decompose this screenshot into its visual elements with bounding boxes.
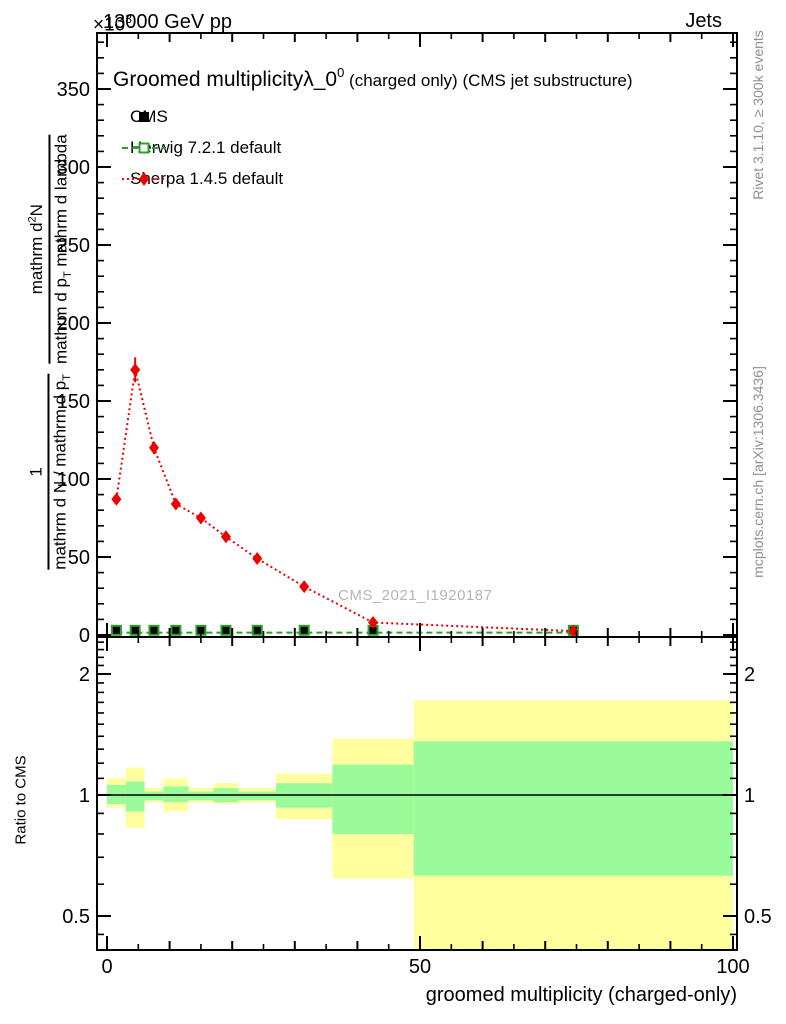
ylabel-frac1-denominator: mathrm d N / mathrm d pT (50, 374, 74, 570)
sherpa-data-marker (111, 492, 122, 506)
ratio-y-tick-label-left: 2 (79, 664, 90, 686)
ylabel-fraction-1: 1 mathrm d N / mathrm d pT (26, 374, 74, 570)
x-tick-label: 50 (409, 956, 431, 978)
sherpa-data-marker (130, 363, 141, 377)
rivet-version-note: Rivet 3.1.10, ≥ 300k events (750, 30, 766, 200)
plot-title-exponent: 0 (337, 65, 345, 80)
main-y-tick-label: 150 (57, 391, 90, 413)
legend-item-sherpa: Sherpa 1.4.5 default (121, 168, 283, 190)
sherpa-data-marker (195, 511, 206, 525)
ratio-y-tick-label-right: 1 (744, 785, 755, 807)
ylabel-frac1-numerator: 1 (26, 374, 50, 570)
herwig-marker-icon (122, 142, 166, 154)
ylabel-frac2-denominator: mathrm d pT mathrm d lambda (51, 134, 74, 365)
herwig-data-marker (298, 624, 310, 636)
scale-exponent: 3 (125, 12, 132, 26)
cms-marker-icon (139, 112, 149, 122)
ratio-band-green (332, 764, 414, 834)
ratio-band-green (188, 791, 214, 801)
ratio-y-tick-label-right: 2 (744, 664, 755, 686)
sherpa-marker-icon (122, 172, 166, 186)
cms-data-marker (130, 625, 141, 635)
cms-data-marker (195, 625, 206, 635)
plot-title-main: Groomed multiplicity (113, 68, 304, 91)
main-y-tick-label: 200 (57, 313, 90, 335)
main-y-tick-label: 250 (57, 235, 90, 257)
ratio-band-green (144, 791, 164, 801)
herwig-data-marker (110, 624, 122, 636)
ylabel-fraction-2: mathrm d2N mathrm d pT mathrm d lambda (26, 134, 74, 365)
main-y-tick-label: 50 (68, 547, 90, 569)
main-y-tick-label: 0 (79, 625, 90, 647)
cms-data-marker (252, 625, 263, 635)
ratio-panel-frame (96, 636, 738, 951)
ratio-band-green (238, 791, 277, 801)
main-y-tick-label: 350 (57, 79, 90, 101)
herwig-data-marker (129, 624, 141, 636)
main-y-axis-label: 1 mathrm d N / mathrm d pT mathrm d2N ma… (26, 134, 74, 570)
herwig-data-marker (170, 624, 182, 636)
main-y-tick-label: 300 (57, 157, 90, 179)
cms-data-marker (220, 625, 231, 635)
beam-energy-label: 13000 GeV pp (103, 11, 232, 33)
cms-data-marker (111, 625, 122, 635)
cms-data-marker (368, 625, 379, 635)
sherpa-curve (115, 369, 574, 633)
herwig-data-marker (251, 624, 263, 636)
herwig-data-marker (148, 624, 160, 636)
analysis-watermark: CMS_2021_I1920187 (338, 587, 493, 604)
sherpa-data-marker (148, 441, 159, 455)
ratio-band-green (413, 741, 733, 876)
ratio-band-green (125, 781, 145, 812)
y-axis-scale-factor: ×103 (93, 12, 132, 36)
plot-title-suffix: (charged only) (CMS jet substructure) (344, 71, 633, 90)
ylabel-frac2-numerator: mathrm d2N (26, 134, 51, 365)
cms-data-marker (170, 625, 181, 635)
legend-item-cms: CMS (121, 106, 168, 128)
main-panel-frame (96, 32, 738, 638)
legend-label-herwig: Herwig 7.2.1 default (130, 138, 282, 157)
sherpa-data-marker (368, 616, 379, 630)
herwig-data-marker (220, 624, 232, 636)
sherpa-data-marker (220, 530, 231, 544)
legend-label-sherpa: Sherpa 1.4.5 default (130, 169, 284, 188)
plot-title: Groomed multiplicityλ_00 (charged only) … (113, 65, 633, 92)
main-y-tick-label: 100 (57, 469, 90, 491)
ratio-y-tick-label-right: 0.5 (744, 906, 772, 928)
x-tick-label: 0 (101, 956, 112, 978)
sherpa-data-marker (252, 552, 263, 566)
process-label: Jets (685, 10, 722, 32)
x-tick-label: 100 (716, 956, 749, 978)
mcplots-arxiv-note: mcplots.cern.ch [arXiv:1306.3436] (750, 366, 766, 578)
ratio-y-tick-label-left: 1 (79, 785, 90, 807)
ratio-y-axis-label: Ratio to CMS (12, 755, 30, 845)
legend-item-herwig: Herwig 7.2.1 default (121, 137, 281, 159)
cms-data-marker (148, 625, 159, 635)
sherpa-data-marker (299, 580, 310, 594)
ratio-y-tick-label-left: 0.5 (62, 906, 90, 928)
plot-title-lambda: λ_0 (303, 68, 338, 91)
cms-data-marker (299, 625, 310, 635)
x-axis-title: groomed multiplicity (charged-only) (425, 984, 737, 1006)
sherpa-data-marker (170, 497, 181, 511)
